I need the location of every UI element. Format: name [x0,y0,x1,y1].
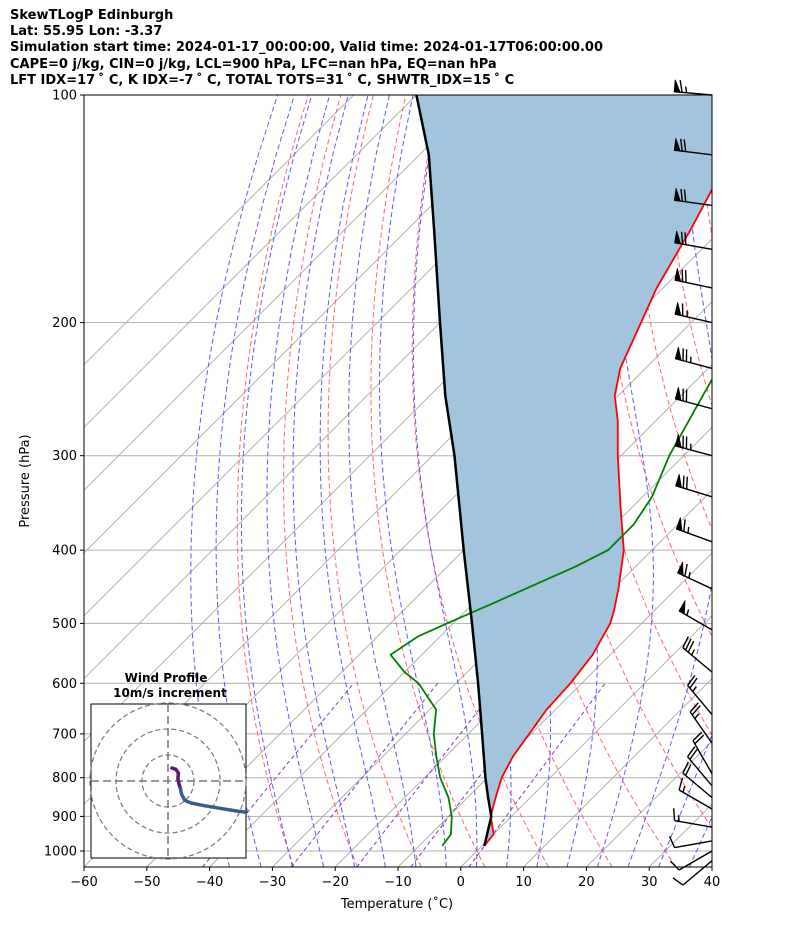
wind-barb [674,434,713,457]
moist-adiabat [658,733,712,867]
y-axis-label: Pressure (hPa) [18,434,33,527]
indices-line-2: LFT IDX=17 ˚ C, K IDX=-7 ˚ C, TOTAL TOTS… [10,72,515,88]
isotherm-gridline [523,677,712,867]
dry-adiabat [731,95,794,867]
moist-adiabat [596,95,654,867]
wind-barb [674,230,713,251]
moist-adiabat [240,95,313,867]
x-tick-label: −50 [133,875,160,890]
wind-barb [673,138,713,156]
wind-barb [668,835,713,849]
moist-adiabat [292,95,356,867]
cin-shading [416,95,712,846]
dewpoint-line [389,377,712,847]
wind-barb [674,346,713,370]
isotherm-gridline [334,489,712,867]
wind-barb [687,675,713,716]
isotherm-gridline [711,866,712,867]
x-tick-label: −20 [321,875,348,890]
wind-barb [689,702,713,744]
isotherm-gridline [84,95,354,366]
y-tick-label: 800 [52,771,77,786]
isotherm-gridline [84,95,417,429]
x-tick-label: −10 [384,875,411,890]
dry-adiabat [632,95,712,531]
wind-barb [673,808,713,828]
inset-subtitle: 10m/s increment [113,686,227,700]
location-line: Lat: 55.95 Lon: -3.37 [10,24,163,40]
dry-adiabat [698,95,712,240]
moist-adiabat [688,815,712,867]
x-tick-label: 30 [641,875,658,890]
wind-barb [675,517,713,543]
dry-adiabat [327,95,422,867]
wind-profile-inset: Wind Profile 10m/s increment [89,671,248,860]
y-tick-label: 400 [52,544,77,559]
wind-barb [677,561,713,590]
mixing-ratio-line [290,682,439,867]
hodograph-trace-high [178,787,248,814]
moist-adiabat [412,95,478,867]
wind-barb [678,600,713,631]
x-tick-label: 20 [578,875,595,890]
isotherm-gridline [460,615,712,867]
x-tick-label: −40 [196,875,223,890]
wind-barb [675,474,713,498]
y-tick-label: 700 [52,727,77,742]
wind-barb [674,302,713,324]
dry-adiabat [236,95,309,867]
wind-barb [672,860,713,886]
parcel-line [415,95,493,847]
wind-barb [682,636,713,673]
wind-barb [669,850,713,871]
moist-adiabat [546,95,598,867]
hodograph-ring [89,702,247,860]
x-tick-label: 10 [515,875,532,890]
indices-line-1: CAPE=0 j/kg, CIN=0 j/kg, LCL=900 hPa, LF… [10,56,497,72]
moist-adiabat [266,95,331,867]
wind-barb [678,777,713,810]
wind-barb [674,268,713,289]
y-tick-label: 500 [52,617,77,632]
x-tick-label: 40 [704,875,721,890]
moist-adiabat [348,95,417,867]
mixing-ratio-line [356,682,501,867]
chart-title: SkewTLogP Edinburgh [10,8,174,23]
x-tick-label: 0 [457,875,465,890]
y-tick-label: 1000 [44,844,77,859]
hodograph-trace-low [170,766,183,791]
moist-adiabat [215,95,295,867]
wind-barb [692,731,713,774]
temperature-line [483,187,712,847]
dry-adiabat [764,95,794,867]
wind-barb [673,188,713,207]
x-axis-label: Temperature (˚C) [340,896,453,912]
moist-adiabat [190,95,279,867]
moist-adiabat [319,95,386,867]
wind-barb [687,746,713,787]
dry-adiabat [283,95,358,867]
isotherm-gridline [84,95,543,554]
y-tick-label: 100 [52,89,77,104]
wind-barb [674,387,713,410]
wind-barb [673,79,713,96]
isotherm-gridline [84,95,480,491]
x-tick-label: −30 [259,875,286,890]
wind-barb [682,761,713,799]
inset-title: Wind Profile [125,671,208,685]
chart-header: SkewTLogP Edinburgh Lat: 55.95 Lon: -3.3… [10,8,603,89]
y-tick-label: 600 [52,677,77,692]
y-tick-label: 300 [52,449,77,464]
x-tick-label: −60 [70,875,97,890]
time-line: Simulation start time: 2024-01-17_00:00:… [10,40,603,56]
y-tick-label: 900 [52,810,77,825]
y-tick-label: 200 [52,316,77,331]
dry-adiabat [370,95,486,867]
